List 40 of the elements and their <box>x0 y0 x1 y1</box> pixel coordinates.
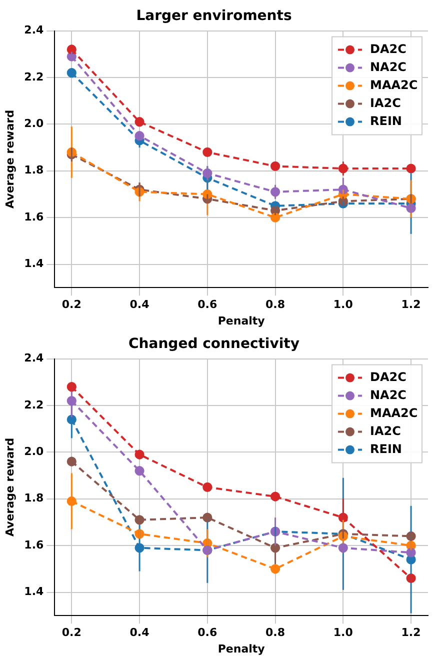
x-tick-label: 0.8 <box>266 298 286 312</box>
x-axis-title: Penalty <box>218 642 265 656</box>
x-axis-title: Penalty <box>218 314 265 328</box>
y-tick-label: 1.8 <box>24 492 44 505</box>
chart-title: Larger enviroments <box>136 8 292 24</box>
y-tick-label: 2.4 <box>24 352 44 365</box>
y-tick-label: 2.2 <box>24 70 44 84</box>
legend-label: DA2C <box>370 42 407 56</box>
y-tick-label: 1.4 <box>24 585 44 598</box>
y-tick-label: 1.6 <box>24 538 44 552</box>
legend-label: NA2C <box>370 60 407 74</box>
y-tick-label: 2.0 <box>24 117 44 130</box>
legend-label: MAA2C <box>370 406 418 420</box>
x-tick-label: 0.2 <box>62 298 82 312</box>
x-tick-label: 0.4 <box>130 298 150 312</box>
legend-label: DA2C <box>370 370 407 384</box>
x-tick-label: 0.4 <box>130 626 150 640</box>
legend-label: IA2C <box>370 96 402 110</box>
x-tick-label: 0.6 <box>198 626 218 640</box>
y-tick-label: 2.0 <box>24 445 44 458</box>
y-tick-label: 2.2 <box>24 398 44 412</box>
x-tick-label: 1.2 <box>401 626 421 640</box>
legend-label: REIN <box>370 114 402 128</box>
y-tick-label: 1.6 <box>24 210 44 224</box>
x-tick-label: 1.0 <box>333 626 354 640</box>
legend-label: REIN <box>370 442 402 456</box>
chart-title: Changed connectivity <box>128 336 300 352</box>
y-tick-label: 1.4 <box>24 257 44 270</box>
x-tick-label: 0.2 <box>62 626 82 640</box>
legend-label: NA2C <box>370 388 407 402</box>
y-axis-title: Average reward <box>3 438 16 536</box>
x-tick-label: 1.2 <box>401 298 421 312</box>
x-tick-label: 0.8 <box>266 626 286 640</box>
x-tick-label: 0.6 <box>198 298 218 312</box>
y-tick-label: 2.4 <box>24 24 44 37</box>
y-axis-title: Average reward <box>3 110 16 208</box>
legend-label: MAA2C <box>370 78 418 92</box>
x-tick-label: 1.0 <box>333 298 354 312</box>
y-tick-label: 1.8 <box>24 164 44 177</box>
legend-label: IA2C <box>370 424 402 438</box>
